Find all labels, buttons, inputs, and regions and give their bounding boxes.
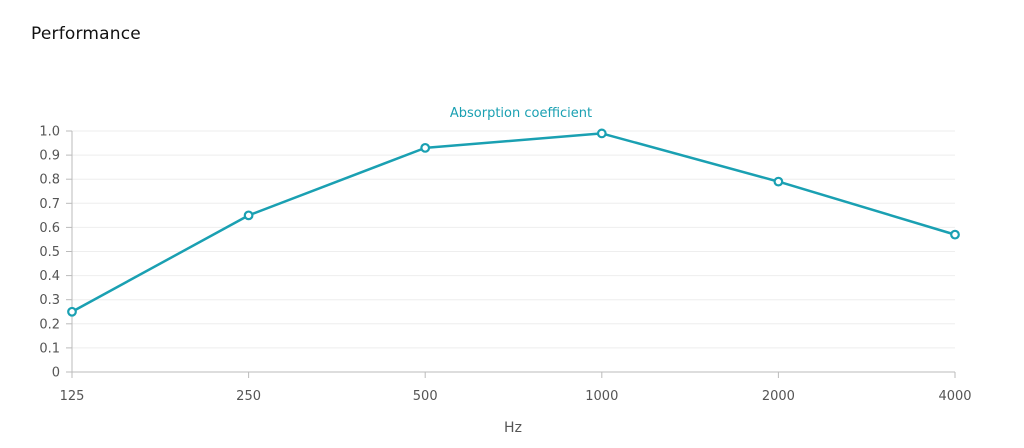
y-tick-label: 1.0	[39, 125, 60, 140]
series-line	[71, 132, 956, 313]
y-tick-label: 0.3	[39, 293, 60, 308]
data-point[interactable]	[773, 176, 784, 187]
y-tick-label: 0.5	[39, 245, 60, 260]
y-tick-label: 0.8	[39, 173, 60, 188]
x-tick-labels: 125 250 500 1000 2000 4000	[60, 389, 972, 404]
data-point[interactable]	[596, 128, 607, 139]
y-tick-label: 0.1	[39, 341, 60, 356]
legend-series-label[interactable]: Absorption coefficient	[450, 106, 592, 121]
x-tick-label: 2000	[762, 389, 795, 404]
x-axis-title: Hz	[504, 420, 522, 436]
data-point[interactable]	[67, 306, 77, 317]
grid-lines	[72, 130, 955, 349]
axes	[66, 130, 956, 378]
x-tick-label: 250	[236, 389, 261, 404]
y-tick-labels: 0 0.1 0.2 0.3 0.4 0.5 0.6 0.7 0.8 0.9 1.0	[39, 125, 60, 381]
y-tick-label: 0.9	[39, 149, 60, 164]
x-tick-label: 4000	[938, 389, 971, 404]
series-layer	[67, 128, 960, 317]
x-tick-label: 500	[413, 389, 438, 404]
data-point[interactable]	[243, 210, 254, 221]
section-title: Performance	[31, 24, 141, 44]
data-point[interactable]	[950, 229, 960, 240]
data-point[interactable]	[420, 142, 431, 153]
y-tick-label: 0.7	[39, 197, 60, 212]
y-tick-label: 0	[52, 366, 60, 381]
x-tick-label: 125	[60, 389, 85, 404]
y-tick-label: 0.2	[39, 317, 60, 332]
x-tick-label: 1000	[585, 389, 618, 404]
y-tick-label: 0.6	[39, 221, 60, 236]
y-tick-label: 0.4	[39, 269, 60, 284]
